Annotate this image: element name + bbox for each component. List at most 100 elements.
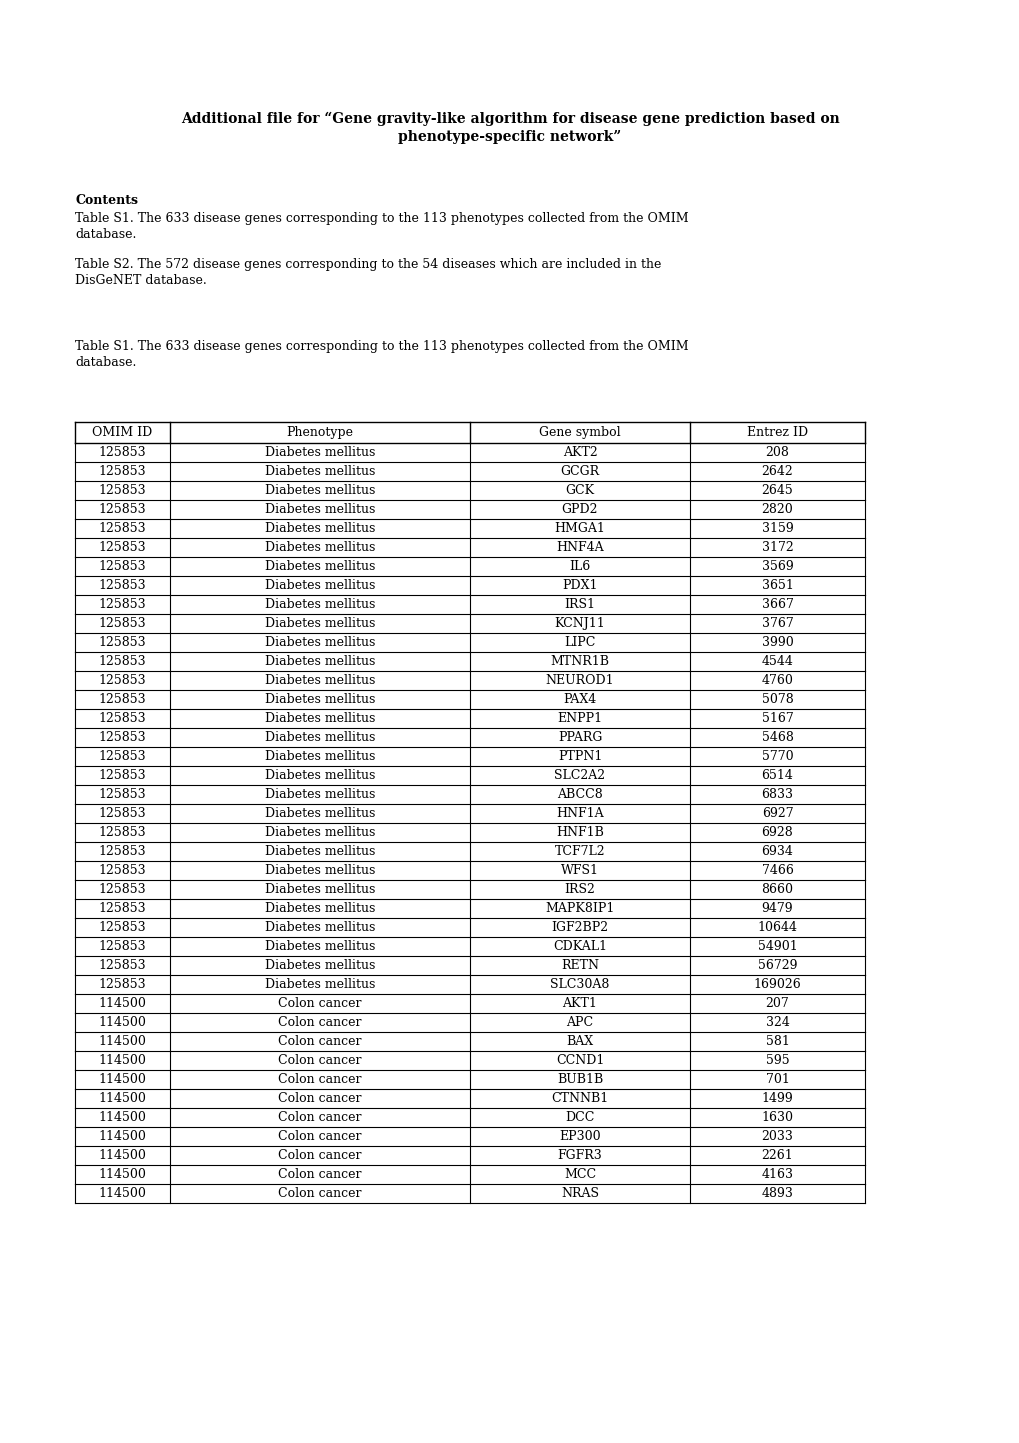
Text: Diabetes mellitus: Diabetes mellitus: [265, 978, 375, 991]
Text: Diabetes mellitus: Diabetes mellitus: [265, 597, 375, 610]
Text: Table S1. The 633 disease genes corresponding to the 113 phenotypes collected fr: Table S1. The 633 disease genes correspo…: [75, 212, 688, 225]
Text: Diabetes mellitus: Diabetes mellitus: [265, 618, 375, 631]
Text: 125853: 125853: [99, 636, 146, 649]
Text: WFS1: WFS1: [560, 864, 598, 877]
Text: Diabetes mellitus: Diabetes mellitus: [265, 807, 375, 820]
Text: 701: 701: [765, 1074, 789, 1087]
Text: 125853: 125853: [99, 960, 146, 973]
Text: ABCC8: ABCC8: [556, 788, 602, 801]
Text: HNF1B: HNF1B: [555, 825, 603, 838]
Text: CTNNB1: CTNNB1: [551, 1092, 608, 1105]
Text: DCC: DCC: [565, 1111, 594, 1124]
Text: 125853: 125853: [99, 674, 146, 687]
Text: AKT2: AKT2: [562, 446, 597, 459]
Text: 125853: 125853: [99, 807, 146, 820]
Text: 6928: 6928: [761, 825, 793, 838]
Text: 6927: 6927: [761, 807, 793, 820]
Text: 2261: 2261: [761, 1149, 793, 1162]
Text: 3667: 3667: [761, 597, 793, 610]
Text: 1499: 1499: [761, 1092, 793, 1105]
Text: 125853: 125853: [99, 504, 146, 517]
Text: Table S2. The 572 disease genes corresponding to the 54 diseases which are inclu: Table S2. The 572 disease genes correspo…: [75, 258, 660, 271]
Text: 114500: 114500: [99, 997, 147, 1010]
Text: 125853: 125853: [99, 693, 146, 706]
Text: 125853: 125853: [99, 597, 146, 610]
Text: database.: database.: [75, 228, 137, 241]
Text: Diabetes mellitus: Diabetes mellitus: [265, 693, 375, 706]
Text: 125853: 125853: [99, 655, 146, 668]
Text: 6833: 6833: [761, 788, 793, 801]
Text: GCGR: GCGR: [559, 465, 599, 478]
Text: 3159: 3159: [761, 522, 793, 535]
Text: Contents: Contents: [75, 193, 138, 206]
Text: 125853: 125853: [99, 711, 146, 724]
Text: Colon cancer: Colon cancer: [278, 1035, 362, 1048]
Text: 2642: 2642: [761, 465, 793, 478]
Text: 114500: 114500: [99, 1035, 147, 1048]
Text: 169026: 169026: [753, 978, 801, 991]
Text: Diabetes mellitus: Diabetes mellitus: [265, 788, 375, 801]
Text: 125853: 125853: [99, 732, 146, 745]
Text: Diabetes mellitus: Diabetes mellitus: [265, 864, 375, 877]
Text: 125853: 125853: [99, 618, 146, 631]
Text: 125853: 125853: [99, 978, 146, 991]
Text: 208: 208: [765, 446, 789, 459]
Text: Diabetes mellitus: Diabetes mellitus: [265, 579, 375, 592]
Text: 3651: 3651: [761, 579, 793, 592]
Text: Diabetes mellitus: Diabetes mellitus: [265, 674, 375, 687]
Text: 125853: 125853: [99, 846, 146, 859]
Text: 125853: 125853: [99, 541, 146, 554]
Text: 6514: 6514: [761, 769, 793, 782]
Text: 125853: 125853: [99, 483, 146, 496]
Text: Colon cancer: Colon cancer: [278, 1188, 362, 1201]
Text: 125853: 125853: [99, 769, 146, 782]
Text: 125853: 125853: [99, 750, 146, 763]
Text: HNF4A: HNF4A: [555, 541, 603, 554]
Text: AKT1: AKT1: [562, 997, 597, 1010]
Text: PDX1: PDX1: [561, 579, 597, 592]
Text: IGF2BP2: IGF2BP2: [551, 921, 608, 934]
Text: SLC2A2: SLC2A2: [554, 769, 605, 782]
Text: 2645: 2645: [761, 483, 793, 496]
Text: 4544: 4544: [761, 655, 793, 668]
Text: 3569: 3569: [761, 560, 793, 573]
Text: PAX4: PAX4: [562, 693, 596, 706]
Text: Diabetes mellitus: Diabetes mellitus: [265, 846, 375, 859]
Text: Diabetes mellitus: Diabetes mellitus: [265, 655, 375, 668]
Text: 8660: 8660: [761, 883, 793, 896]
Text: RETN: RETN: [560, 960, 598, 973]
Text: 125853: 125853: [99, 825, 146, 838]
Text: 125853: 125853: [99, 864, 146, 877]
Text: Diabetes mellitus: Diabetes mellitus: [265, 465, 375, 478]
Text: 2033: 2033: [761, 1130, 793, 1143]
Text: Diabetes mellitus: Diabetes mellitus: [265, 504, 375, 517]
Text: GPD2: GPD2: [561, 504, 598, 517]
Text: Diabetes mellitus: Diabetes mellitus: [265, 560, 375, 573]
Text: 9479: 9479: [761, 902, 793, 915]
Text: 56729: 56729: [757, 960, 797, 973]
Text: APC: APC: [566, 1016, 593, 1029]
Text: Phenotype: Phenotype: [286, 426, 354, 439]
Text: TCF7L2: TCF7L2: [554, 846, 604, 859]
Text: 125853: 125853: [99, 465, 146, 478]
Text: Additional file for “Gene gravity-like algorithm for disease gene prediction bas: Additional file for “Gene gravity-like a…: [180, 113, 839, 127]
Text: LIPC: LIPC: [564, 636, 595, 649]
Text: CCND1: CCND1: [555, 1053, 603, 1066]
Text: Table S1. The 633 disease genes corresponding to the 113 phenotypes collected fr: Table S1. The 633 disease genes correspo…: [75, 341, 688, 354]
Text: 125853: 125853: [99, 788, 146, 801]
Text: Colon cancer: Colon cancer: [278, 1130, 362, 1143]
Text: Colon cancer: Colon cancer: [278, 1053, 362, 1066]
Text: 125853: 125853: [99, 883, 146, 896]
Text: Diabetes mellitus: Diabetes mellitus: [265, 750, 375, 763]
Text: Colon cancer: Colon cancer: [278, 1074, 362, 1087]
Text: PTPN1: PTPN1: [557, 750, 601, 763]
Text: NEUROD1: NEUROD1: [545, 674, 613, 687]
Text: database.: database.: [75, 356, 137, 369]
Text: 125853: 125853: [99, 921, 146, 934]
Text: 5167: 5167: [761, 711, 793, 724]
Text: DisGeNET database.: DisGeNET database.: [75, 274, 207, 287]
Text: 595: 595: [765, 1053, 789, 1066]
Text: PPARG: PPARG: [557, 732, 601, 745]
Text: EP300: EP300: [558, 1130, 600, 1143]
Text: 4893: 4893: [761, 1188, 793, 1201]
